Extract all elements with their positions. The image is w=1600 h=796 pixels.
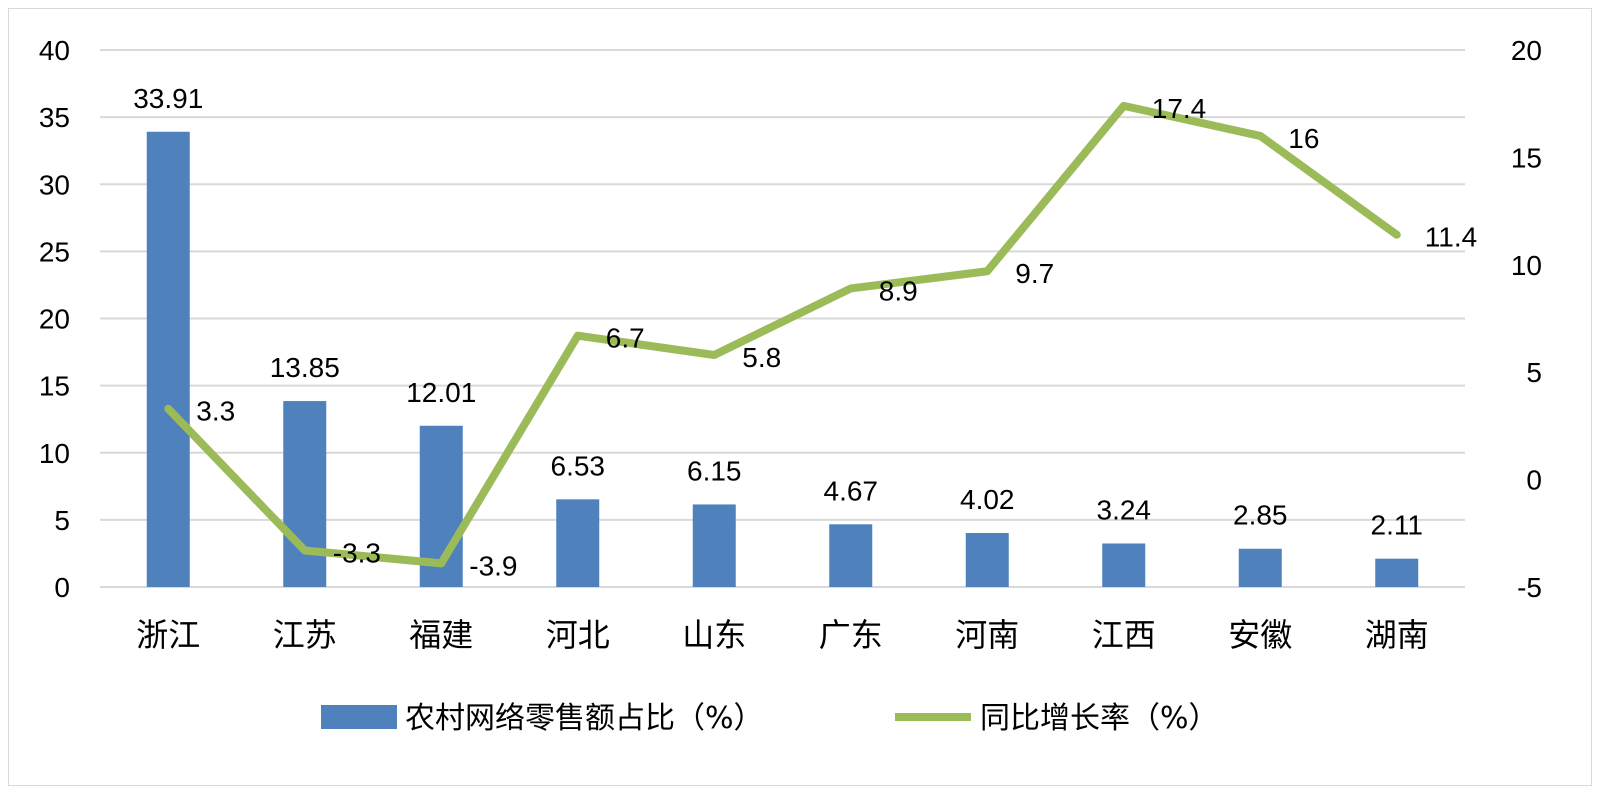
category-label: 安徽: [1228, 616, 1292, 654]
line-data-label: -3.3: [333, 537, 381, 568]
line-point: [986, 270, 988, 272]
bar: [1102, 543, 1146, 587]
category-label: 浙江: [136, 616, 200, 654]
left-axis-tick-label: 40: [39, 35, 70, 66]
category-label: 湖南: [1365, 616, 1429, 654]
bar-data-label: 12.01: [406, 377, 476, 408]
category-label: 山东: [682, 616, 746, 654]
line-point: [1259, 135, 1261, 137]
category-label: 广东: [819, 616, 883, 654]
left-axis-tick-label: 35: [39, 102, 70, 133]
bar-series: [146, 131, 1419, 588]
category-label: 河南: [955, 616, 1019, 654]
bar-data-label: 6.15: [687, 455, 742, 486]
bar: [146, 131, 190, 588]
right-axis-tick-label: 10: [1511, 250, 1542, 281]
line-point: [1123, 105, 1125, 107]
line-data-label: 9.7: [1015, 258, 1054, 289]
line-data-labels: 3.3 -3.3 -3.9 6.7 5.8 8.9 9.7 17.4 16 11.4: [196, 93, 1477, 582]
left-axis-ticks: 0 5 10 15 20 25 30 35 40: [39, 35, 70, 603]
bar-data-label: 2.11: [1371, 510, 1423, 541]
right-axis-tick-label: 20: [1511, 35, 1542, 66]
left-axis-tick-label: 30: [39, 169, 70, 200]
legend-line-label: 同比增长率（%）: [980, 701, 1219, 736]
line-point: [304, 549, 306, 551]
line-point: [1396, 234, 1398, 236]
gridlines: [100, 49, 1465, 588]
left-axis-tick-label: 5: [54, 505, 70, 536]
line-point: [577, 335, 579, 337]
line-point: [167, 408, 169, 410]
bar: [283, 401, 327, 587]
bar-data-label: 4.67: [824, 475, 879, 506]
bar: [1375, 558, 1419, 587]
left-axis-tick-label: 20: [39, 304, 70, 335]
category-label: 河北: [546, 616, 610, 654]
bar-data-labels: 33.91 13.85 12.01 6.53 6.15 4.67 4.02 3.24 2.85 2…: [133, 83, 1423, 541]
line-data-label: 11.4: [1425, 222, 1477, 253]
bar-data-label: 13.85: [270, 352, 340, 383]
line-data-label: 8.9: [879, 275, 918, 306]
category-label: 江苏: [273, 616, 337, 654]
right-axis-tick-label: -5: [1517, 572, 1542, 603]
category-labels: 浙江 江苏 福建 河北 山东 广东 河南 江西 安徽 湖南: [136, 616, 1429, 654]
bar: [556, 499, 600, 587]
left-axis-tick-label: 0: [54, 572, 70, 603]
line-data-label: 6.7: [606, 323, 645, 354]
line-data-label: -3.9: [469, 550, 517, 581]
bar: [965, 533, 1009, 587]
legend-bar-label: 农村网络零售额占比（%）: [405, 701, 764, 736]
bar: [1238, 548, 1282, 587]
category-label: 福建: [409, 616, 473, 654]
line-series: [164, 101, 1401, 568]
line-point: [440, 562, 442, 564]
left-axis-tick-label: 10: [39, 438, 70, 469]
line-point: [713, 354, 715, 356]
bar-data-label: 6.53: [551, 450, 606, 481]
right-axis-ticks: -5 0 5 10 15 20: [1511, 35, 1542, 603]
bar-data-label: 2.85: [1233, 500, 1288, 531]
right-axis-tick-label: 0: [1526, 465, 1542, 496]
chart-frame: [8, 8, 1592, 786]
bar-data-label: 4.02: [960, 484, 1015, 515]
legend-bar-swatch: [321, 705, 397, 729]
category-label: 江西: [1092, 616, 1156, 654]
right-axis-tick-label: 5: [1526, 357, 1542, 388]
bar: [829, 524, 873, 587]
line-data-label: 17.4: [1152, 93, 1207, 124]
left-axis-tick-label: 25: [39, 236, 70, 267]
bar-data-label: 33.91: [133, 83, 203, 114]
right-axis-tick-label: 15: [1511, 142, 1542, 173]
bar-data-label: 3.24: [1097, 495, 1152, 526]
line-point: [850, 287, 852, 289]
legend: 农村网络零售额占比（%） 同比增长率（%）: [321, 701, 1219, 736]
line-data-label: 16: [1288, 123, 1319, 154]
bar: [692, 504, 736, 587]
line-data-label: 3.3: [196, 396, 235, 427]
line-path: [164, 101, 1401, 568]
line-data-label: 5.8: [742, 342, 781, 373]
left-axis-tick-label: 15: [39, 371, 70, 402]
